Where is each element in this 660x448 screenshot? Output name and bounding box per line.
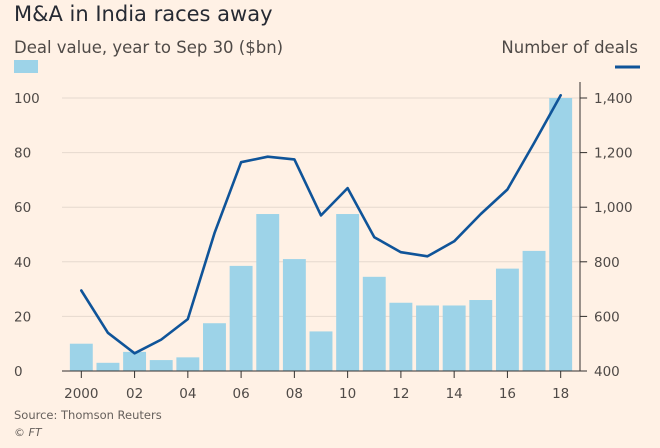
bar	[149, 360, 173, 371]
y-right-tick-label: 1,000	[594, 200, 633, 216]
x-tick-label: 02	[126, 386, 143, 402]
y-right-tick-label: 400	[594, 364, 620, 380]
y-left-tick-label: 80	[14, 146, 31, 162]
bar	[549, 98, 573, 371]
bar-series	[69, 98, 573, 371]
bar	[336, 214, 360, 371]
x-tick-label: 10	[339, 386, 356, 402]
chart-title: M&A in India races away	[14, 2, 273, 26]
y-left-tick-label: 100	[14, 91, 40, 107]
x-tick-label: 14	[446, 386, 463, 402]
x-tick-label: 18	[552, 386, 569, 402]
left-y-axis: 0 20 40 60 80 100	[14, 91, 40, 380]
x-tick-label: 08	[286, 386, 303, 402]
right-axis-series-label: Number of deals	[501, 38, 638, 57]
bar	[495, 268, 519, 371]
bar	[416, 305, 439, 371]
y-left-tick-label: 0	[14, 364, 23, 380]
bar	[229, 265, 253, 371]
bar	[123, 351, 147, 371]
bar	[203, 323, 226, 371]
bar	[96, 362, 120, 371]
bar	[469, 300, 493, 371]
y-right-tick-label: 800	[594, 255, 620, 271]
legend-swatch-deal-value	[14, 60, 38, 73]
line-series	[80, 94, 563, 355]
y-right-tick-label: 1,200	[594, 146, 633, 162]
x-axis: 2000 02 04 06 08 10 12 14 16 18	[62, 370, 580, 402]
source-note: Source: Thomson Reuters	[14, 408, 162, 422]
bar	[362, 276, 386, 371]
x-tick-label: 04	[179, 386, 196, 402]
right-y-axis: 400 600 800 1,000 1,200 1,400	[579, 82, 633, 380]
bar	[309, 331, 333, 371]
x-tick-label: 06	[233, 386, 250, 402]
bar	[176, 357, 200, 371]
bar	[256, 214, 280, 371]
bar	[389, 302, 413, 371]
left-axis-series-label: Deal value, year to Sep 30 ($bn)	[14, 38, 284, 57]
bar	[282, 259, 306, 371]
ft-credit: © FT	[14, 426, 42, 439]
x-tick-label: 16	[499, 386, 516, 402]
deal-count-line	[80, 94, 563, 355]
bar	[522, 250, 546, 371]
bar	[69, 343, 93, 371]
x-tick-label: 12	[392, 386, 409, 402]
y-left-tick-label: 20	[14, 309, 31, 325]
y-right-tick-label: 1,400	[594, 91, 633, 107]
x-tick-label: 2000	[64, 386, 98, 402]
y-left-tick-label: 40	[14, 255, 31, 271]
y-right-tick-label: 600	[594, 309, 620, 325]
gridlines	[62, 97, 588, 317]
y-left-tick-label: 60	[14, 200, 31, 216]
bar	[442, 305, 466, 371]
